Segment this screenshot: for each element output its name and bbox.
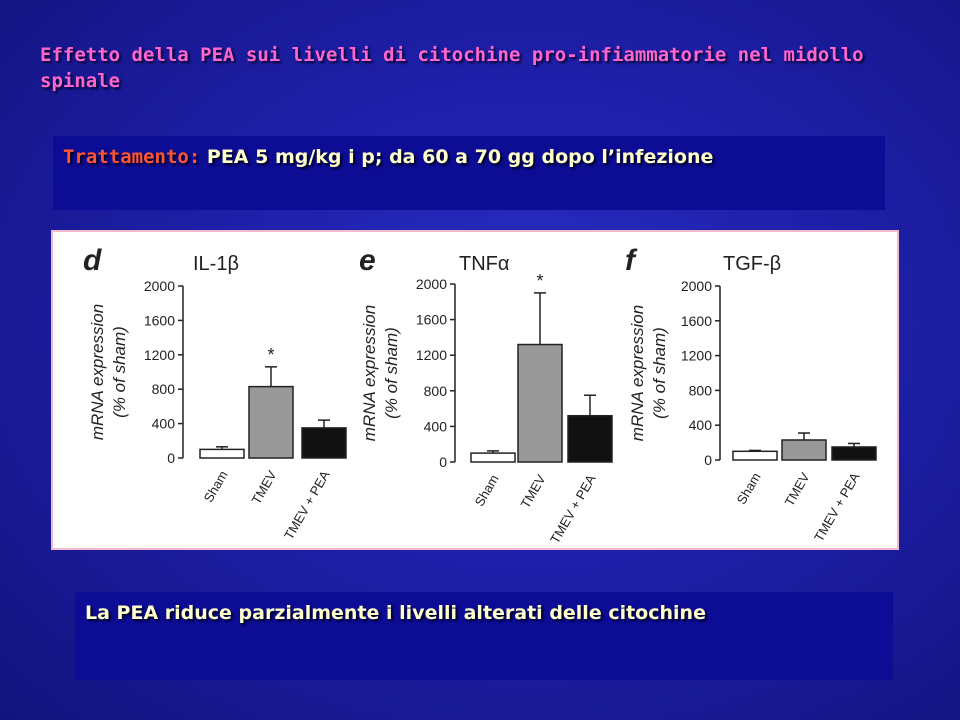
bar: [517, 343, 563, 463]
panel-title: TGF-β: [723, 253, 781, 275]
y-tick-label: 0: [704, 452, 712, 468]
treatment-label: Trattamento:: [63, 146, 201, 168]
y-tick-label: 2000: [681, 278, 712, 294]
panel-letter: f: [625, 244, 638, 277]
category-label: Sham: [734, 470, 764, 507]
treatment-text-block: Trattamento: PEA 5 mg/kg i p; da 60 a 70…: [63, 144, 875, 170]
panel-title: TNFα: [459, 253, 509, 275]
y-tick-label: 1200: [416, 347, 447, 363]
slide-title: Effetto della PEA sui livelli di citochi…: [40, 44, 864, 92]
category-label: Sham: [472, 472, 502, 509]
bar: [470, 452, 516, 463]
bar: [831, 446, 877, 461]
category-label: TMEV: [249, 468, 280, 507]
y-axis-label: mRNA expression: [88, 304, 107, 440]
y-tick-label: 1600: [144, 312, 175, 328]
y-tick-label: 0: [167, 450, 175, 466]
category-label: TMEV + PEA: [547, 472, 599, 546]
category-label: Sham: [201, 468, 231, 505]
bar: [781, 439, 827, 461]
treatment-box: Trattamento: PEA 5 mg/kg i p; da 60 a 70…: [53, 136, 885, 210]
bar: [301, 427, 347, 459]
y-tick-label: 1600: [416, 312, 447, 328]
y-axis-label: (% of sham): [650, 327, 669, 419]
bar: [199, 448, 245, 459]
bar: [567, 414, 613, 463]
y-axis-label: (% of sham): [382, 327, 401, 419]
y-axis-label: mRNA expression: [628, 305, 647, 441]
panel-letter: d: [83, 244, 102, 277]
y-tick-label: 1600: [681, 313, 712, 329]
category-label: TMEV + PEA: [811, 470, 863, 544]
y-tick-label: 800: [152, 381, 176, 397]
category-label: TMEV: [518, 472, 549, 511]
y-tick-label: 400: [424, 418, 448, 434]
y-tick-label: 2000: [144, 278, 175, 294]
y-tick-label: 1200: [681, 348, 712, 364]
y-tick-label: 0: [439, 454, 447, 470]
panel-title: IL-1β: [193, 253, 239, 275]
y-tick-label: 800: [424, 383, 448, 399]
cytokine-figure: d IL-1β mRNA expression (% of sham) 0 400 800 1…: [51, 230, 899, 550]
bar: [732, 450, 778, 461]
y-tick-label: 400: [152, 416, 176, 432]
category-label: TMEV: [782, 470, 813, 509]
conclusion-text: La PEA riduce parzialmente i livelli alt…: [85, 602, 706, 624]
y-tick-label: 2000: [416, 276, 447, 292]
y-tick-label: 1200: [144, 347, 175, 363]
panel-letter: e: [359, 244, 376, 277]
y-tick-label: 800: [689, 382, 713, 398]
y-tick-label: 400: [689, 417, 713, 433]
treatment-description: PEA 5 mg/kg i p; da 60 a 70 gg dopo l’in…: [200, 146, 714, 168]
y-axis-label: (% of sham): [110, 326, 129, 418]
category-label: TMEV + PEA: [281, 468, 333, 542]
significance-marker: *: [267, 345, 274, 365]
significance-marker: *: [536, 271, 543, 291]
bar: [248, 385, 294, 459]
y-axis-label: mRNA expression: [360, 305, 379, 441]
conclusion-box: La PEA riduce parzialmente i livelli alt…: [75, 592, 893, 680]
